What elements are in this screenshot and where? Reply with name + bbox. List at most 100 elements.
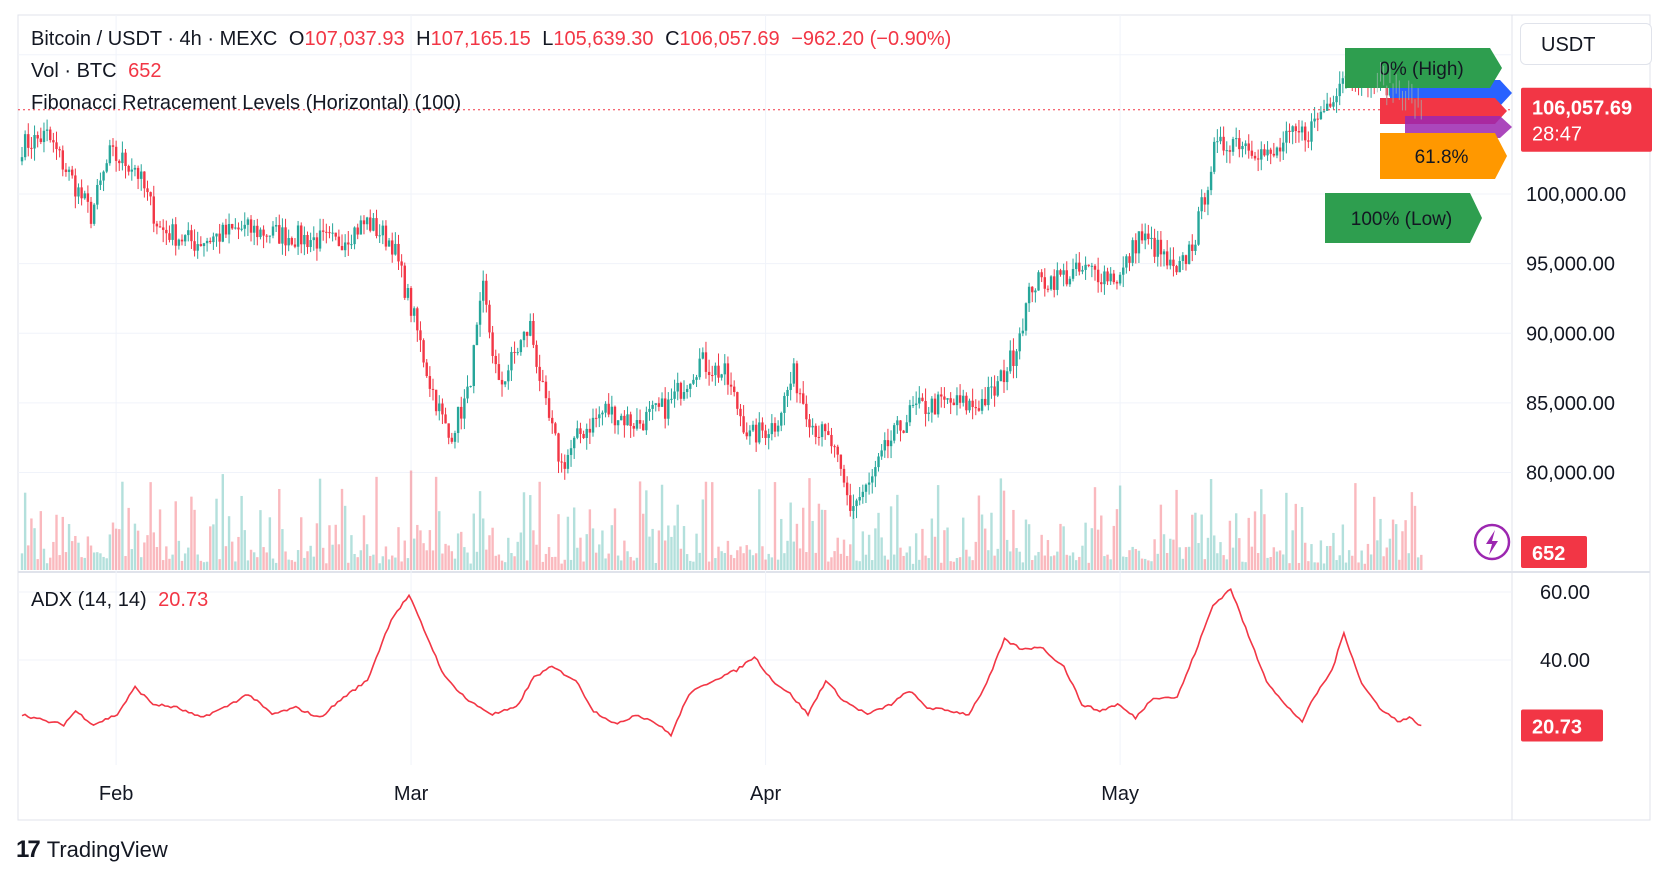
volume-bar [1285, 492, 1288, 570]
volume-bar [284, 551, 287, 570]
volume-bar [704, 481, 708, 570]
candle-body [149, 192, 152, 197]
candle-body [1128, 256, 1131, 263]
volume-bar [143, 542, 146, 570]
volume-bar [1015, 548, 1018, 570]
volume-bar [196, 554, 199, 570]
candle-body [808, 419, 811, 428]
volume-bar [1027, 524, 1031, 570]
volume-bar [579, 537, 582, 570]
candle-body [554, 423, 557, 434]
volume-bar [707, 561, 711, 570]
volume-bar [663, 540, 667, 570]
candle-body [121, 152, 124, 164]
candle-body [510, 351, 513, 371]
candle-body [118, 160, 121, 164]
candle-body [1043, 277, 1046, 289]
volume-bar [243, 530, 246, 570]
candle-body [726, 363, 730, 385]
volume-bar [902, 555, 905, 570]
candle-body [1256, 158, 1260, 160]
candle-body [403, 265, 406, 298]
fib-indicator-label: Fibonacci Retracement Levels (Horizontal… [31, 92, 462, 114]
volume-bar [823, 509, 827, 570]
candle-body [1278, 147, 1282, 152]
candle-body [849, 495, 852, 511]
candle-body [620, 415, 623, 421]
volume-bar [315, 523, 319, 570]
volume-bar [764, 559, 767, 570]
volume-bar [805, 552, 808, 570]
volume-bar [268, 517, 272, 570]
volume-bar [199, 560, 203, 570]
volume-bar [585, 534, 588, 570]
candle-body [1294, 126, 1297, 132]
volume-bar [588, 509, 592, 570]
volume-bar [1420, 554, 1423, 570]
candle-body [1310, 121, 1313, 142]
volume-bar [190, 496, 193, 570]
open-label: O [288, 28, 305, 50]
volume-bar [469, 563, 472, 570]
volume-bar [1200, 514, 1203, 570]
volume-bar [761, 546, 764, 570]
candle-body [1002, 370, 1006, 383]
candle-body [645, 411, 648, 431]
volume-bar [990, 512, 993, 570]
volume-bar [1275, 551, 1279, 570]
candle-body [171, 224, 174, 240]
volume-bar [1093, 487, 1097, 570]
candle-body [651, 404, 654, 409]
volume-bar [576, 547, 579, 570]
candle-body [557, 433, 560, 462]
candle-body [1078, 262, 1081, 272]
candle-body [494, 355, 497, 365]
currency-button[interactable]: USDT [1520, 23, 1652, 65]
tradingview-logo[interactable]: 17 TradingView [16, 836, 168, 864]
candle-body [111, 145, 115, 147]
candle-body [880, 450, 883, 457]
volume-bar [532, 530, 535, 570]
volume-bar [547, 547, 551, 570]
candle-body [1131, 240, 1134, 263]
volume-bar [463, 547, 466, 570]
volume-bar [1344, 562, 1348, 570]
candle-body [438, 403, 441, 412]
volume-bar [711, 482, 714, 570]
candle-body [566, 454, 570, 469]
candle-body [1115, 282, 1119, 284]
candle-body [1134, 240, 1137, 254]
volume-bar [431, 550, 435, 570]
volume-bar [839, 553, 843, 570]
candle-body [187, 230, 190, 236]
volume-bar [1134, 549, 1137, 570]
candle-body [588, 428, 592, 433]
volume-bar [494, 555, 497, 570]
candle-body [30, 147, 33, 149]
candle-body [1206, 190, 1210, 205]
volume-bar [758, 489, 761, 570]
volume-bar [231, 541, 234, 570]
candle-body [23, 134, 27, 158]
volume-bar [927, 558, 930, 570]
candle-body [271, 226, 275, 236]
volume-bar [1009, 551, 1012, 570]
volume-bar [136, 530, 140, 570]
candle-body [720, 374, 723, 378]
volume-bar [789, 502, 792, 570]
candle-body [1307, 140, 1310, 142]
candle-body [845, 482, 849, 496]
candle-body [1090, 265, 1094, 267]
volume-bar [648, 536, 651, 570]
volume-bar [914, 533, 918, 570]
chart-frame [17, 14, 1651, 821]
volume-bar [1106, 554, 1109, 570]
volume-bar [265, 552, 268, 570]
volume-bar [1401, 531, 1404, 570]
volume-bar [1053, 555, 1056, 570]
candle-body [576, 428, 579, 438]
candle-body [1040, 272, 1043, 278]
volume-bar [491, 527, 494, 570]
candle-body [20, 157, 24, 162]
